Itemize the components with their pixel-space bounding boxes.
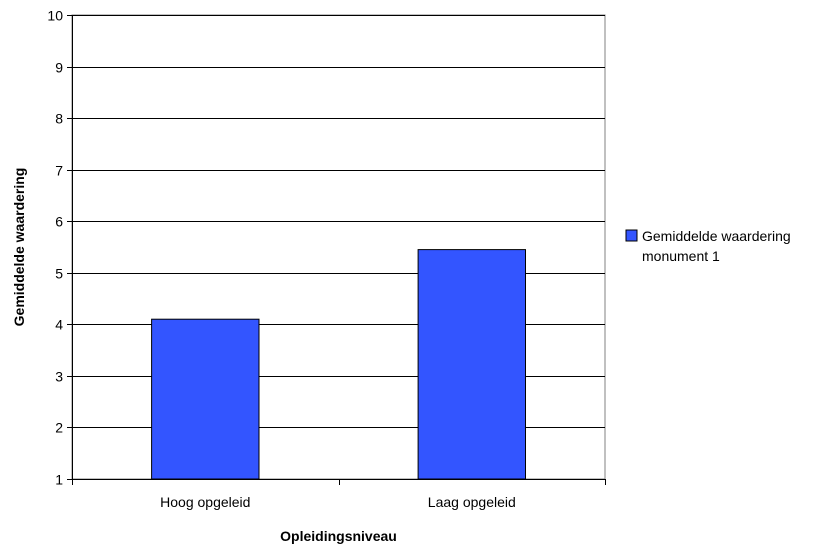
legend: Gemiddelde waardering monument 1	[625, 228, 791, 264]
y-tick-label: 3	[55, 369, 63, 385]
bar	[417, 249, 527, 480]
axes	[67, 15, 606, 485]
y-tick-label: 5	[55, 266, 63, 282]
y-tick-label: 10	[47, 8, 63, 24]
x-tick-label: Laag opgeleid	[428, 494, 516, 510]
y-tick-label: 1	[55, 472, 63, 488]
y-axis-title: Gemiddelde waardering	[11, 168, 27, 327]
labels: Gemiddelde waardering Opleidingsniveau 1…	[11, 8, 516, 545]
legend-label-line-2: monument 1	[642, 248, 720, 264]
legend-label-line-1: Gemiddelde waardering	[642, 228, 791, 244]
y-tick-label: 6	[55, 214, 63, 230]
x-axis-title: Opleidingsniveau	[280, 528, 397, 544]
y-tick-label: 2	[55, 420, 63, 436]
y-tick-label: 4	[55, 317, 63, 333]
y-tick-label: 8	[55, 111, 63, 127]
y-tick-label: 7	[55, 163, 63, 179]
y-tick-label: 9	[55, 60, 63, 76]
x-tick-label: Hoog opgeleid	[160, 494, 250, 510]
bars	[151, 249, 527, 480]
bar	[151, 318, 260, 480]
legend-swatch	[625, 229, 638, 242]
